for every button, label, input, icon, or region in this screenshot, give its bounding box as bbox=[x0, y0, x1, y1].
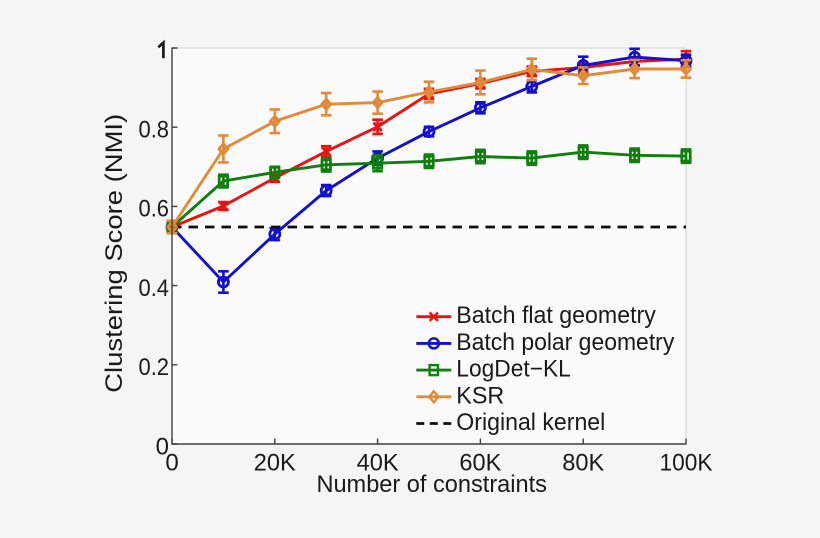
svg-text:40K: 40K bbox=[357, 449, 399, 476]
svg-text:0.4: 0.4 bbox=[139, 275, 170, 302]
svg-text:Clustering Score (NMI): Clustering Score (NMI) bbox=[101, 114, 128, 393]
svg-text:0: 0 bbox=[165, 449, 178, 476]
svg-text:0.6: 0.6 bbox=[139, 196, 170, 223]
svg-text:20K: 20K bbox=[254, 449, 296, 476]
svg-text:60K: 60K bbox=[459, 449, 501, 476]
svg-text:0: 0 bbox=[156, 433, 169, 460]
svg-text:Batch flat geometry: Batch flat geometry bbox=[456, 302, 656, 329]
svg-text:0.8: 0.8 bbox=[139, 117, 170, 144]
svg-text:100K: 100K bbox=[660, 449, 713, 476]
svg-text:LogDet−KL: LogDet−KL bbox=[456, 356, 571, 383]
svg-text:Batch polar geometry: Batch polar geometry bbox=[456, 329, 674, 356]
svg-text:Number of constraints: Number of constraints bbox=[316, 471, 547, 498]
svg-text:80K: 80K bbox=[562, 449, 604, 476]
svg-text:KSR: KSR bbox=[456, 382, 504, 409]
svg-text:Original kernel: Original kernel bbox=[456, 409, 605, 436]
svg-text:0.2: 0.2 bbox=[139, 354, 170, 381]
